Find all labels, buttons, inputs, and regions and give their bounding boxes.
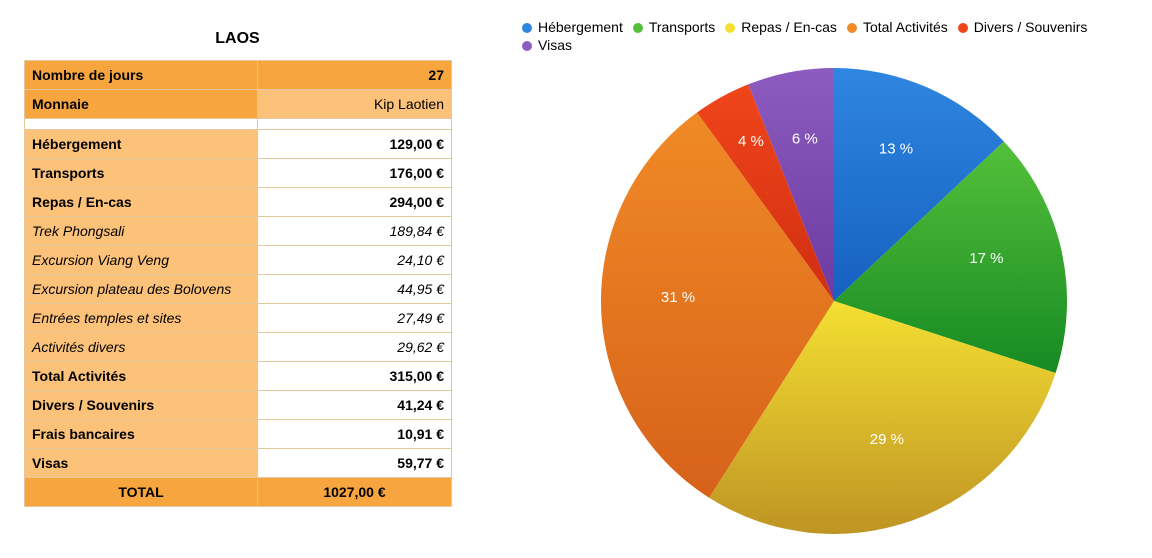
legend-label: Transports [648,19,716,35]
pie-slice [601,112,834,498]
row-label: Visas [24,448,258,478]
spacer-row [24,118,452,130]
table-title: LAOS [215,30,260,47]
spacer-cell [24,118,258,130]
row-label: Excursion Viang Veng [24,245,258,275]
slice-label: 29 % [870,431,904,448]
total-value: 1027,00 € [257,477,452,507]
days-label: Nombre de jours [24,60,258,90]
currency-row: Monnaie Kip Laotien [24,89,452,119]
row-value: 29,62 € [257,332,452,362]
legend-label: Repas / En-cas [741,19,837,35]
pie-slice [697,84,834,301]
slice-label: 17 % [969,250,1003,267]
budget-table: Nombre de jours 27 Monnaie Kip Laotien H… [24,60,452,507]
legend-swatch [632,23,643,33]
legend-label: Hébergement [538,19,623,35]
slice-label: 4 % [738,133,764,150]
row-label: Hébergement [24,129,258,159]
table-row: Transports 176,00 € [24,158,452,188]
legend-label: Total Activités [862,19,948,35]
legend-item: Total Activités [846,18,948,36]
legend-item: Visas [522,36,572,54]
row-label: Activités divers [24,332,258,362]
legend-item: Transports [632,18,716,36]
row-value: 189,84 € [257,216,452,246]
slice-label: 13 % [879,141,913,158]
row-label: Entrées temples et sites [24,303,258,333]
currency-label: Monnaie [24,89,258,119]
legend-label: Visas [538,37,572,53]
row-label: Excursion plateau des Bolovens [24,274,258,304]
row-value: 41,24 € [257,390,452,420]
legend-swatch [846,23,857,33]
row-label: Frais bancaires [24,419,258,449]
table-row: Frais bancaires 10,91 € [24,419,452,449]
table-row: Excursion plateau des Bolovens 44,95 € [24,274,452,304]
pie-chart: 13 % 17 % 29 % 31 % 4 % 6 % [601,68,1067,534]
table-row: Excursion Viang Veng 24,10 € [24,245,452,275]
legend-swatch [725,23,736,33]
row-value: 129,00 € [257,129,452,159]
row-value: 27,49 € [257,303,452,333]
table-row: Repas / En-cas 294,00 € [24,187,452,217]
total-row: TOTAL 1027,00 € [24,477,452,507]
pie-slice [709,301,1056,534]
table-row: Entrées temples et sites 27,49 € [24,303,452,333]
slice-label: 6 % [792,131,818,148]
legend-swatch [957,23,968,33]
legend-label: Divers / Souvenirs [973,19,1088,35]
row-value: 24,10 € [257,245,452,275]
row-label: Trek Phongsali [24,216,258,246]
row-label: Divers / Souvenirs [24,390,258,420]
table-row: Visas 59,77 € [24,448,452,478]
pie-slice [748,68,834,301]
table-row: Activités divers 29,62 € [24,332,452,362]
table-row: Total Activités 315,00 € [24,361,452,391]
spacer-cell [257,118,452,130]
legend-item: Divers / Souvenirs [957,18,1088,36]
table-row: Divers / Souvenirs 41,24 € [24,390,452,420]
legend-swatch [522,23,532,33]
total-label: TOTAL [24,477,258,507]
row-value: 59,77 € [257,448,452,478]
pie-slice [834,68,1004,301]
days-row: Nombre de jours 27 [24,60,452,90]
row-label: Total Activités [24,361,258,391]
pie-slice [834,141,1067,374]
row-value: 44,95 € [257,274,452,304]
table-row: Trek Phongsali 189,84 € [24,216,452,246]
row-value: 176,00 € [257,158,452,188]
currency-value: Kip Laotien [257,89,452,119]
row-label: Transports [24,158,258,188]
chart-legend: Hébergement Transports Repas / En-cas Total… [522,18,1152,54]
legend-item: Hébergement [522,18,623,36]
table-row: Hébergement 129,00 € [24,129,452,159]
row-value: 294,00 € [257,187,452,217]
row-label: Repas / En-cas [24,187,258,217]
legend-item: Repas / En-cas [725,18,837,36]
slice-label: 31 % [661,289,695,306]
row-value: 315,00 € [257,361,452,391]
row-value: 10,91 € [257,419,452,449]
days-value: 27 [257,60,452,90]
legend-swatch [522,41,532,51]
